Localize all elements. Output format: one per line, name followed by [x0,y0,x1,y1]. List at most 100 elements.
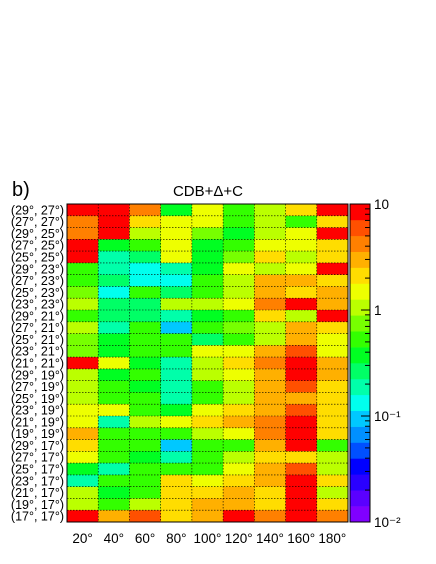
heatmap-cell [223,204,255,217]
heatmap-cell [160,498,193,511]
heatmap-cell [223,416,255,429]
heatmap-cell [285,239,318,252]
heatmap-cell [254,380,286,393]
heatmap-cell [129,333,161,346]
colorbar-tick-label: 1 [374,303,382,318]
heatmap-cell [129,286,161,299]
heatmap-cell [223,380,255,393]
colorbar-segment [350,506,370,523]
heatmap-cell [67,486,99,499]
heatmap-cell [67,498,99,511]
heatmap-cell [254,474,286,487]
heatmap-cell [316,227,349,240]
colorbar-segment [350,283,370,300]
heatmap-cell [160,204,193,217]
y-tick-label: (17°, 17°) [11,510,64,524]
heatmap-cells [67,204,349,523]
x-tick-label: 60° [135,531,155,546]
panel-label: b) [12,179,30,201]
heatmap-cell [129,427,161,440]
y-tick-label: (27°, 27°) [11,215,64,229]
heatmap-cell [129,227,161,240]
heatmap-cell [98,368,130,381]
heatmap-cell [254,427,286,440]
colorbar-segment [350,410,370,427]
y-tick-label: (25°, 25°) [11,251,64,265]
heatmap-cell [254,463,286,476]
heatmap-cell [254,274,286,287]
heatmap-cell [98,463,130,476]
heatmap-cell [67,416,99,429]
heatmap-cell [191,310,224,323]
heatmap-cell [254,286,286,299]
heatmap-cell [191,451,224,464]
heatmap-cell [223,274,255,287]
colorbar-segment [350,331,370,348]
y-tick-label: (25°, 21°) [11,333,64,347]
y-tick-label: (21°, 21°) [11,357,64,371]
heatmap-cell [191,486,224,499]
x-tick-label: 180° [318,531,346,546]
heatmap-cell [129,204,161,217]
heatmap-cell [223,368,255,381]
heatmap-cell [67,357,99,370]
colorbar-segment [350,363,370,380]
colorbar-segment [350,426,370,443]
heatmap-cell [254,333,286,346]
heatmap-cell [191,427,224,440]
heatmap-cell [67,404,99,417]
heatmap-cell [223,498,255,511]
colorbar-segment [350,204,370,221]
heatmap-cell [98,274,130,287]
heatmap-cell [129,357,161,370]
heatmap-cell [67,204,99,217]
heatmap-cell [285,498,318,511]
heatmap-cell [316,510,349,523]
heatmap-cell [129,215,161,228]
heatmap-cell [191,262,224,275]
heatmap-cell [316,404,349,417]
colorbar-tick-label: 10⁻² [374,515,401,530]
y-tick-label: (21°, 19°) [11,415,64,429]
heatmap-cell [160,463,193,476]
colorbar-segment [350,442,370,459]
heatmap-cell [223,298,255,311]
heatmap-cell [223,215,255,228]
heatmap-cell [98,286,130,299]
heatmap-cell [254,321,286,334]
heatmap-cell [316,486,349,499]
heatmap-cell [316,345,349,358]
y-tick-label: (27°, 25°) [11,239,64,253]
heatmap-cell [129,251,161,264]
y-tick-label: (27°, 19°) [11,380,64,394]
colorbar-segment [350,267,370,284]
x-tick-label: 160° [287,531,315,546]
heatmap-cell [98,392,130,405]
colorbar: 10 1 10⁻¹ 10⁻² [349,197,401,530]
heatmap-cell [316,286,349,299]
heatmap-cell [67,451,99,464]
heatmap-cell [316,427,349,440]
heatmap-cell [98,451,130,464]
x-tick-label: 40° [104,531,124,546]
heatmap-cell [254,310,286,323]
heatmap-cell [316,215,349,228]
heatmap-cell [67,286,99,299]
heatmap-cell [285,333,318,346]
heatmap-cell [67,321,99,334]
y-tick-label: (21°, 17°) [11,486,64,500]
heatmap-cell [223,227,255,240]
heatmap-cell [160,486,193,499]
heatmap-cell [191,463,224,476]
x-tick-labels: 20° 40° 60° 80° 100° 120° 140° 160° 180° [72,531,346,546]
heatmap-cell [67,474,99,487]
heatmap-cell [285,486,318,499]
heatmap-cell [223,463,255,476]
heatmap-cell [67,227,99,240]
heatmap-cell [191,204,224,217]
heatmap-cell [285,215,318,228]
colorbar-segment [350,347,370,364]
heatmap-cell [67,368,99,381]
heatmap-cell [67,392,99,405]
heatmap-cell [285,227,318,240]
